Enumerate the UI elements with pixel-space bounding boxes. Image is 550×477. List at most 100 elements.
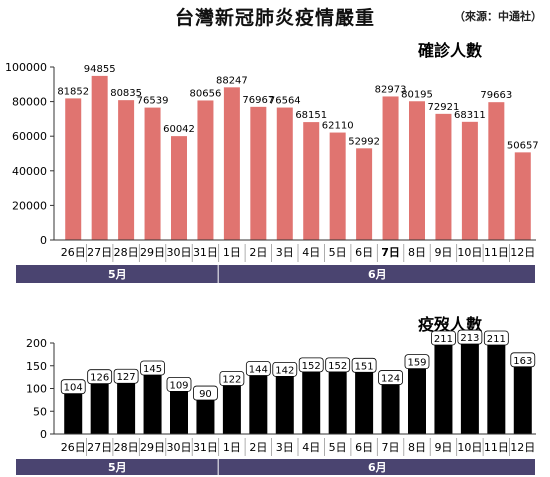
deaths-bar — [381, 377, 400, 434]
deaths-bar — [170, 384, 188, 434]
deaths-bar — [408, 361, 426, 434]
deaths-ytick-label: 100 — [26, 383, 47, 396]
confirmed-data-label: 80195 — [401, 89, 433, 100]
deaths-data-label-box — [219, 371, 245, 386]
confirmed-xtick-label: 9日 — [434, 246, 452, 259]
deaths-bar — [222, 378, 241, 434]
confirmed-bar — [303, 122, 320, 240]
deaths-bar — [196, 393, 215, 434]
confirmed-bar — [223, 87, 240, 240]
confirmed-xtick-label: 29日 — [140, 246, 165, 259]
deaths-data-label-box — [193, 385, 218, 401]
chart-title: 台灣新冠肺炎疫情嚴重 — [174, 7, 375, 29]
confirmed-data-label: 62110 — [322, 121, 354, 132]
deaths-data-label: 144 — [249, 364, 268, 375]
confirmed-bar — [488, 102, 505, 240]
deaths-month-band — [16, 459, 218, 475]
deaths-xtick-label: 12日 — [510, 441, 535, 454]
confirmed-chart: 確診人數 0 20000 40000 60000 80000 100000 81852 26日 9… — [5, 41, 539, 283]
confirmed-bar — [276, 107, 293, 240]
deaths-data-label-box — [298, 357, 324, 373]
confirmed-xtick-label: 26日 — [61, 246, 86, 259]
source-note: （來源：中通社） — [454, 10, 542, 23]
confirmed-xtick-label: 31日 — [193, 246, 218, 259]
deaths-data-label: 163 — [513, 356, 532, 367]
deaths-data-label: 90 — [199, 389, 212, 400]
deaths-data-label: 109 — [169, 380, 188, 391]
deaths-month-band — [218, 459, 535, 475]
confirmed-subtitle: 確診人數 — [418, 41, 482, 60]
confirmed-xtick-label: 7日 — [381, 246, 400, 259]
confirmed-data-label: 80835 — [110, 88, 142, 99]
deaths-xtick-label: 11日 — [484, 441, 509, 454]
deaths-data-label-box — [60, 379, 86, 395]
deaths-data-label: 151 — [355, 361, 374, 372]
deaths-xtick-label: 29日 — [140, 441, 165, 454]
confirmed-bar — [250, 106, 267, 240]
deaths-xtick-label: 6日 — [355, 441, 373, 454]
deaths-data-label: 104 — [64, 383, 83, 394]
deaths-xtick-label: 9日 — [434, 441, 452, 454]
confirmed-xtick-label: 2日 — [249, 246, 267, 259]
confirmed-data-label: 81852 — [57, 86, 89, 97]
deaths-data-label: 211 — [434, 334, 453, 345]
deaths-xtick-label: 27日 — [87, 441, 112, 454]
deaths-bar — [275, 369, 294, 434]
confirmed-data-label: 68151 — [295, 110, 327, 121]
deaths-xtick-label: 26日 — [61, 441, 86, 454]
deaths-bar — [487, 337, 506, 434]
confirmed-bar — [144, 107, 161, 241]
deaths-bar — [355, 365, 374, 434]
deaths-ytick-label: 50 — [33, 405, 47, 418]
deaths-data-label-box — [166, 377, 192, 392]
confirmed-xtick-label: 30日 — [167, 246, 192, 259]
confirmed-bar — [65, 98, 82, 240]
deaths-ytick-label: 150 — [26, 360, 47, 373]
deaths-xtick-label: 4日 — [302, 441, 320, 454]
deaths-data-label-box — [325, 357, 351, 373]
deaths-xtick-label: 10日 — [457, 441, 482, 454]
deaths-data-label-box — [140, 360, 165, 376]
deaths-subtitle: 疫歿人數 — [418, 315, 482, 334]
confirmed-data-label: 60042 — [163, 124, 195, 135]
deaths-data-label-box — [378, 370, 403, 385]
deaths-xtick-label: 2日 — [249, 441, 267, 454]
deaths-xtick-label: 28日 — [114, 441, 139, 454]
confirmed-bar — [514, 152, 531, 240]
deaths-bar — [328, 364, 347, 434]
deaths-data-label-box — [457, 329, 483, 345]
deaths-bar — [302, 364, 321, 434]
deaths-data-label-box — [245, 361, 271, 376]
confirmed-month-band — [16, 265, 218, 283]
deaths-data-label: 122 — [222, 374, 241, 385]
deaths-xtick-label: 8日 — [408, 441, 426, 454]
deaths-bar — [460, 337, 479, 434]
confirmed-xtick-label: 3日 — [276, 246, 294, 259]
deaths-xtick-label: 3日 — [276, 441, 294, 454]
confirmed-ytick-label: 20000 — [12, 199, 47, 212]
confirmed-data-label: 68311 — [454, 110, 486, 121]
confirmed-bar — [435, 113, 452, 240]
confirmed-data-label: 76539 — [137, 96, 169, 107]
confirmed-xtick-label: 27日 — [87, 246, 112, 259]
deaths-month-label: 5月 — [108, 461, 127, 474]
deaths-data-label: 145 — [143, 364, 162, 375]
confirmed-xtick-label: 6日 — [355, 246, 373, 259]
confirmed-month-label: 5月 — [108, 268, 127, 281]
deaths-data-label-box — [351, 357, 377, 373]
deaths-bar — [249, 368, 268, 434]
confirmed-bar — [382, 96, 399, 240]
deaths-data-label: 213 — [460, 333, 479, 344]
confirmed-bar — [197, 100, 214, 240]
deaths-data-label-box — [431, 330, 456, 346]
confirmed-xtick-label: 11日 — [484, 246, 509, 259]
confirmed-xtick-label: 12日 — [510, 246, 535, 259]
deaths-data-label: 127 — [117, 372, 136, 383]
deaths-xtick-label: 5日 — [329, 441, 347, 454]
confirmed-xtick-label: 4日 — [302, 246, 320, 259]
deaths-bar — [64, 386, 83, 434]
confirmed-data-label: 50657 — [507, 140, 539, 151]
confirmed-bar — [329, 132, 346, 240]
